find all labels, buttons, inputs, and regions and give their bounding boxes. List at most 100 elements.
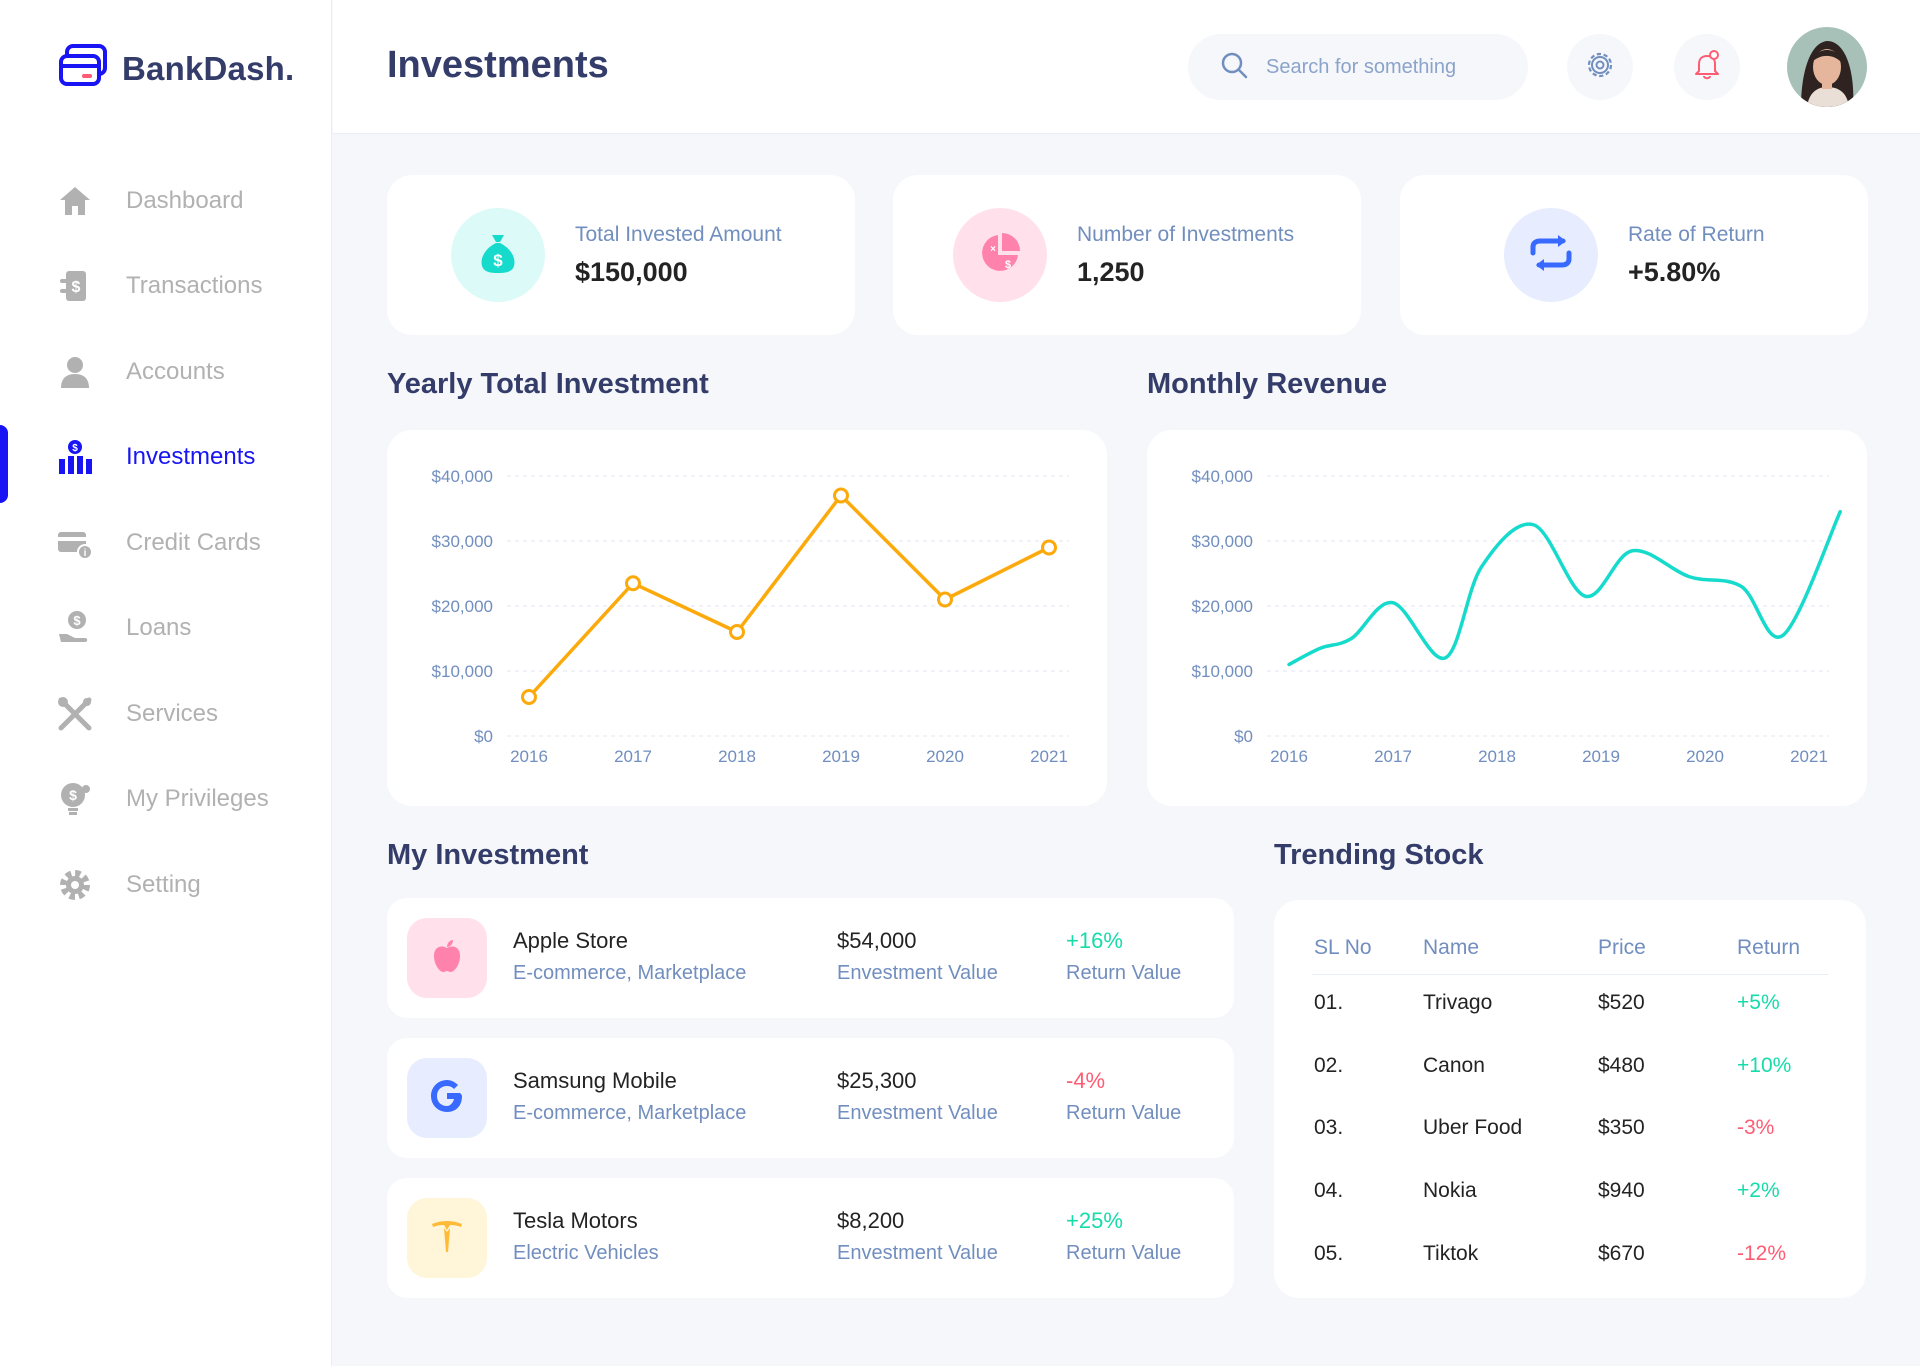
column-header-name: Name [1423, 936, 1480, 959]
yearly-investment-chart: $0 $10,000 $20,000 $30,000 $40,000 2016 2017 20… [432, 467, 1069, 766]
home-icon [56, 182, 94, 220]
data-point [937, 591, 953, 608]
stock-price: $940 [1598, 1179, 1645, 1202]
sidebar-item-credit-cards[interactable]: i Credit Cards [0, 500, 332, 586]
stock-name: Tiktok [1423, 1242, 1479, 1265]
stat-card-total-invested: $ Total Invested Amount $150,000 [387, 175, 855, 335]
stat-text: Total Invested Amount $150,000 [575, 223, 782, 288]
loan-icon: $ [56, 609, 94, 647]
sidebar-item-label: Dashboard [126, 186, 244, 214]
sidebar-nav: Dashboard $ Transactions Accounts $ Inve… [0, 158, 332, 928]
investment-name-col: Tesla Motors Electric Vehicles [513, 1208, 659, 1265]
card-logo-icon [58, 44, 108, 93]
x-tick-label: 2020 [926, 747, 964, 766]
investment-name-col: Apple Store E-commerce, Marketplace [513, 928, 746, 985]
stock-sl: 01. [1314, 991, 1344, 1014]
page-title: Investments [387, 44, 609, 86]
investment-name-col: Samsung Mobile E-commerce, Marketplace [513, 1068, 746, 1125]
gear-icon [1584, 49, 1616, 86]
settings-button[interactable] [1567, 34, 1633, 100]
sidebar-item-label: Investments [126, 443, 256, 471]
stock-name: Trivago [1423, 991, 1493, 1014]
x-tick-label: 2016 [1270, 747, 1308, 766]
investment-return: +16% [1066, 928, 1123, 953]
notifications-button[interactable] [1674, 34, 1740, 100]
stat-text: Rate of Return +5.80% [1628, 223, 1765, 288]
sidebar-item-label: Credit Cards [126, 528, 261, 556]
x-tick-label: 2016 [510, 747, 548, 766]
yearly-investment-title: Yearly Total Investment [387, 368, 709, 400]
apple-icon [431, 938, 463, 979]
x-tick-label: 2020 [1686, 747, 1724, 766]
stat-label: Number of Investments [1077, 222, 1295, 246]
sidebar-item-my-privileges[interactable]: $ My Privileges [0, 757, 332, 843]
stock-return: +5% [1737, 991, 1780, 1014]
investment-value-col: $25,300 Envestment Value [837, 1068, 998, 1125]
sidebar-item-label: Accounts [126, 357, 225, 385]
svg-text:$: $ [72, 443, 78, 454]
sidebar-item-label: Loans [126, 614, 192, 642]
stock-name: Uber Food [1423, 1116, 1523, 1139]
y-tick-label: $40,000 [1192, 467, 1253, 486]
investment-name: Samsung Mobile [513, 1068, 677, 1093]
investment-value: $8,200 [837, 1208, 905, 1233]
yearly-investment-chart-card: $0 $10,000 $20,000 $30,000 $40,000 2016 2017 20… [387, 430, 1107, 806]
investment-row[interactable]: Tesla Motors Electric Vehicles $8,200 En… [387, 1178, 1234, 1298]
stat-label: Total Invested Amount [575, 222, 782, 246]
sidebar-item-label: Setting [126, 870, 201, 898]
avatar[interactable] [1787, 27, 1867, 107]
investment-value-col: $54,000 Envestment Value [837, 928, 998, 985]
sidebar-item-label: My Privileges [126, 785, 269, 813]
privileges-icon: $ [56, 780, 94, 818]
x-tick-label: 2017 [614, 747, 652, 766]
brand-logo[interactable]: BankDash. [58, 44, 294, 93]
investment-logo [407, 1058, 487, 1138]
user-icon [56, 353, 94, 391]
investment-value-label: Envestment Value [837, 1242, 998, 1264]
y-tick-label: $20,000 [1192, 597, 1253, 616]
monthly-revenue-chart-card: $0 $10,000 $20,000 $30,000 $40,000 2016 2017 20… [1147, 430, 1867, 806]
search-bar[interactable] [1188, 34, 1528, 100]
stat-icon-wrapper: $ [451, 208, 545, 302]
y-tick-label: $20,000 [432, 597, 493, 616]
investment-value-label: Envestment Value [837, 1102, 998, 1124]
column-header-return: Return [1737, 936, 1801, 959]
investment-row[interactable]: Apple Store E-commerce, Marketplace $54,… [387, 898, 1234, 1018]
monthly-revenue-title: Monthly Revenue [1147, 368, 1388, 400]
y-tick-label: $30,000 [1192, 532, 1253, 551]
svg-text:$: $ [72, 279, 81, 296]
sidebar-item-services[interactable]: Services [0, 671, 332, 757]
y-tick-label: $0 [474, 727, 493, 746]
sidebar-item-investments[interactable]: $ Investments [0, 415, 332, 503]
top-header: Investments [333, 0, 1920, 134]
investment-name: Tesla Motors [513, 1208, 638, 1233]
sidebar-item-setting[interactable]: Setting [0, 842, 332, 928]
stock-sl: 02. [1314, 1054, 1344, 1077]
bell-icon [1691, 49, 1723, 86]
stat-value: +5.80% [1628, 256, 1721, 287]
stat-icon-wrapper [1504, 208, 1598, 302]
trending-stock-title: Trending Stock [1274, 839, 1484, 871]
data-point [521, 689, 537, 705]
y-tick-label: $0 [1234, 727, 1253, 746]
column-header-price: Price [1598, 936, 1646, 959]
search-input[interactable] [1266, 55, 1506, 79]
investment-return: +25% [1066, 1208, 1123, 1233]
y-tick-label: $30,000 [432, 532, 493, 551]
sidebar-item-transactions[interactable]: $ Transactions [0, 244, 332, 330]
data-point [1041, 539, 1057, 556]
sidebar-item-accounts[interactable]: Accounts [0, 329, 332, 415]
investment-row[interactable]: Samsung Mobile E-commerce, Marketplace $… [387, 1038, 1234, 1158]
stock-return: -12% [1737, 1242, 1787, 1265]
column-header-sl-no: SL No [1314, 936, 1372, 959]
x-tick-label: 2018 [718, 747, 756, 766]
sidebar-item-label: Transactions [126, 272, 263, 300]
stock-name: Nokia [1423, 1179, 1477, 1202]
sidebar-item-dashboard[interactable]: Dashboard [0, 158, 332, 244]
y-tick-label: $10,000 [432, 662, 493, 681]
investment-return-col: +25% Return Value [1066, 1208, 1181, 1265]
active-indicator [0, 424, 8, 503]
sidebar-item-loans[interactable]: $ Loans [0, 586, 332, 672]
stock-price: $350 [1598, 1116, 1645, 1139]
google-icon [429, 1078, 465, 1119]
